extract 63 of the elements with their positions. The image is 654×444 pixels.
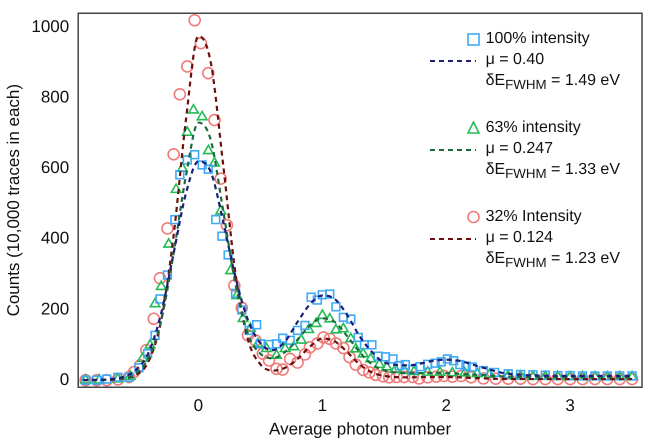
point (288, 340, 300, 351)
point (215, 204, 226, 215)
point (422, 366, 434, 376)
annotation: δE$_{FWHM}$ = 1.33 eV (484, 160, 620, 184)
legend-label: 32% Intensity (486, 207, 582, 228)
y-tick-label: 0 (60, 370, 70, 389)
y-tick-label: 400 (40, 228, 70, 248)
point (381, 360, 392, 371)
point (472, 367, 483, 378)
point (208, 156, 220, 167)
point (446, 366, 458, 377)
point (459, 366, 470, 377)
point (374, 358, 385, 368)
point (137, 352, 148, 362)
point (196, 110, 208, 120)
y-tick-label: 200 (40, 299, 70, 318)
x-tick-label: 1 (318, 396, 328, 416)
point (252, 338, 264, 348)
point (225, 264, 236, 274)
point (170, 183, 182, 194)
point (345, 332, 356, 342)
x-tick-label: 3 (565, 396, 575, 416)
point (176, 162, 188, 172)
legend-label: μ = 0.40 (486, 50, 544, 70)
point (237, 312, 249, 322)
legend-label: μ = 0.247 (486, 139, 554, 160)
point (280, 342, 291, 352)
y-tick-label: 600 (40, 158, 70, 178)
point (408, 365, 420, 376)
point (124, 370, 136, 380)
point (244, 322, 256, 332)
point (390, 363, 401, 374)
point (163, 238, 174, 248)
point (270, 349, 282, 359)
annotation: δE$_{FWHM}$ = 1.49 eV (484, 71, 620, 94)
point (310, 317, 322, 328)
point (156, 280, 167, 290)
legend-label: 63% intensity (486, 118, 581, 138)
y-tick-label: 800 (40, 88, 70, 107)
x-tick-label: 0 (194, 396, 204, 416)
point (434, 366, 446, 376)
point (350, 342, 362, 353)
x-axis-title: Average photon number (269, 419, 452, 438)
point (144, 338, 156, 349)
point (149, 298, 161, 308)
y-tick-label: 1000 (31, 17, 70, 36)
annotation: δE$_{FWHM}$ = 1.23 eV (484, 249, 620, 273)
point (296, 334, 307, 344)
point (260, 342, 272, 352)
point (330, 324, 342, 334)
legend-label: μ = 0.124 (486, 228, 554, 248)
y-axis-title: Counts (10,000 traces in each) (4, 84, 23, 316)
point (358, 348, 369, 358)
point (202, 144, 214, 154)
point (365, 352, 376, 363)
point (182, 126, 193, 136)
point (316, 309, 328, 320)
legend-label: 100% intensity (486, 29, 590, 49)
point (188, 104, 200, 114)
x-tick-label: 2 (441, 396, 451, 416)
point (338, 322, 349, 333)
point (324, 312, 336, 323)
point (303, 323, 314, 334)
